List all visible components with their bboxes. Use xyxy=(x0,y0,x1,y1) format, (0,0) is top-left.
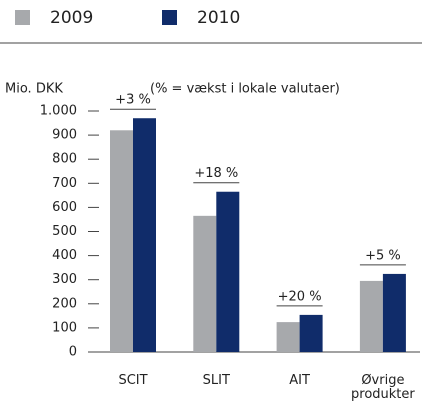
x-tick-label: AIT xyxy=(289,373,310,388)
y-tick-label: 700 xyxy=(52,176,77,191)
bar xyxy=(216,191,240,352)
y-tick-label: 900 xyxy=(52,128,77,143)
bar xyxy=(382,273,406,352)
y-tick-label: 400 xyxy=(52,248,77,263)
y-tick-label: 200 xyxy=(52,296,77,311)
x-tick-label: Øvrige produkter xyxy=(351,373,415,402)
bar xyxy=(299,314,323,352)
bar xyxy=(359,280,383,352)
legend-label: 2010 xyxy=(197,8,240,28)
y-tick-label: 600 xyxy=(52,200,77,215)
y-tick-label: 0 xyxy=(69,345,77,360)
y-tick-label: 500 xyxy=(52,224,77,239)
growth-label: +18 % xyxy=(194,166,238,181)
y-axis-label: Mio. DKK xyxy=(5,82,63,97)
y-tick-label: 1.000 xyxy=(40,104,77,119)
x-tick-label: SCIT xyxy=(118,373,148,388)
bar xyxy=(133,118,156,352)
subtitle: (% = vækst i lokale valutaer) xyxy=(150,82,340,97)
growth-label: +20 % xyxy=(278,289,322,304)
y-tick-label: 100 xyxy=(52,320,77,335)
legend-label: 2009 xyxy=(50,8,93,28)
bar xyxy=(110,130,133,352)
x-tick-label: SLIT xyxy=(202,373,230,388)
legend-swatch xyxy=(15,10,30,25)
y-tick-label: 800 xyxy=(52,152,77,167)
growth-label: +5 % xyxy=(365,248,401,263)
bar xyxy=(193,215,217,352)
y-tick-label: 300 xyxy=(52,272,77,287)
bar xyxy=(276,322,300,352)
growth-label: +3 % xyxy=(115,93,151,108)
legend-swatch xyxy=(162,10,177,25)
